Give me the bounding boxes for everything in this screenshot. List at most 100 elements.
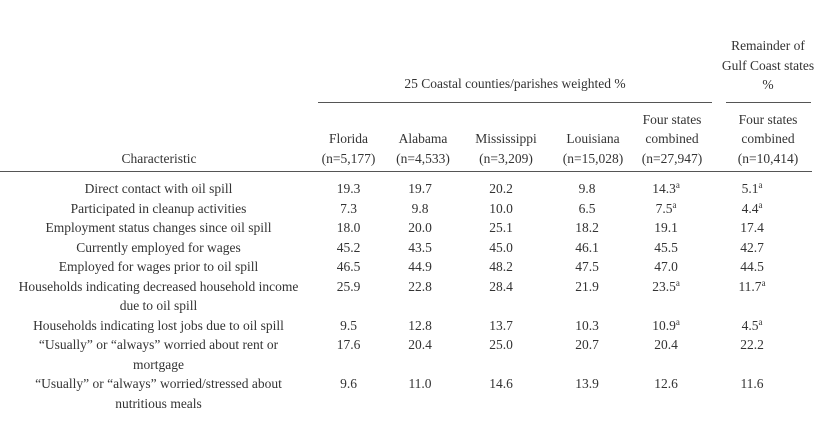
footnote-mark: a [672, 199, 677, 210]
cell-value: 44.5 [740, 259, 764, 274]
table-cell: 19.1 [630, 218, 702, 238]
table-cell: 13.7 [458, 316, 544, 336]
table-cell: 13.9 [544, 374, 630, 413]
characteristic: Employment status changes since oil spil… [45, 220, 272, 235]
footnote-mark: a [761, 277, 766, 288]
cell-value: 17.6 [336, 337, 361, 352]
column-header: Louisiana (n=15,028) [550, 108, 636, 168]
column-sample: (n=5,177) [321, 150, 376, 166]
cell-value: 13.7 [489, 317, 513, 333]
cell-value: 21.9 [575, 278, 599, 294]
characteristic: Currently employed for wages [76, 239, 241, 255]
characteristic: Participated in cleanup activities [70, 200, 247, 216]
cell-value: 23.5 [652, 278, 676, 294]
cell-value: 13.9 [575, 376, 599, 391]
column-name: Characteristic [121, 150, 197, 166]
column-header: Alabama (n=4,533) [385, 108, 461, 168]
cell-value: 20.0 [408, 220, 432, 235]
cell-value: 19.1 [654, 220, 678, 235]
cell-value: 47.0 [654, 259, 678, 274]
group-header: Remainder of Gulf Coast states % [721, 38, 815, 92]
table-cell: 47.5 [544, 257, 630, 277]
footnote-mark: a [758, 199, 763, 210]
table-cell: 43.5 [382, 238, 458, 258]
cell-value: 10.9 [652, 317, 676, 333]
table-cell: 18.2 [544, 218, 630, 238]
table-cell: 18.0 [315, 218, 382, 238]
column-header: Characteristic [13, 108, 305, 168]
cell-value: 4.4 [741, 200, 759, 216]
table-row: Participated in cleanup activities 7.3 9.8… [0, 199, 802, 219]
cell-value: 18.0 [336, 220, 361, 235]
column-name: Four states combined [642, 111, 702, 147]
table-cell: 23.5a [630, 277, 702, 316]
table-cell: 14.3a [630, 179, 702, 199]
cell-value: 11.6 [740, 376, 764, 391]
cell-value: 43.5 [408, 239, 432, 255]
table-cell: 10.0 [458, 199, 544, 219]
table-cell: 28.4 [458, 277, 544, 316]
cell-value: 4.5 [741, 317, 759, 333]
cell-value: 19.3 [336, 181, 361, 196]
table-cell: 25.0 [458, 335, 544, 374]
cell-value: 20.4 [654, 337, 678, 352]
table-cell: 6.5 [544, 199, 630, 219]
table-cell: 21.9 [544, 277, 630, 316]
footnote-mark: a [675, 316, 680, 327]
cell-value: 22.8 [408, 278, 432, 294]
cell-value: 9.5 [340, 317, 357, 333]
table-cell: 47.0 [630, 257, 702, 277]
table-cell: 19.7 [382, 179, 458, 199]
table-cell: 44.9 [382, 257, 458, 277]
table-cell: 7.3 [315, 199, 382, 219]
characteristic: Households indicating lost jobs due to o… [33, 317, 284, 333]
table-row: Employment status changes since oil spil… [0, 218, 802, 238]
column-header: Four states combined (n=27,947) [636, 108, 708, 168]
column-sample: (n=27,947) [641, 150, 703, 166]
cell-value: 25.9 [336, 278, 361, 294]
footnote-mark: a [675, 277, 680, 288]
column-sample: (n=3,209) [479, 150, 533, 166]
cell-value: 19.7 [408, 181, 432, 196]
cell-value: 10.3 [575, 317, 599, 333]
table-row: “Usually” or “always” worried/stressed a… [0, 374, 802, 413]
table-cell: 42.7 [702, 238, 802, 258]
footnote-mark: a [758, 180, 763, 190]
group-header: 25 Coastal counties/parishes weighted % [404, 76, 626, 91]
cell-value: 9.8 [578, 181, 596, 196]
cell-value: 5.1 [741, 181, 759, 196]
table-cell: 5.1a [702, 179, 802, 199]
table-cell: 22.8 [382, 277, 458, 316]
table-row: Direct contact with oil spill 19.3 19.7 20.… [0, 179, 802, 199]
cell-value: 28.4 [489, 278, 513, 294]
column-name: Louisiana [566, 131, 620, 146]
cell-value: 45.0 [489, 239, 513, 255]
cell-value: 11.0 [408, 376, 432, 391]
cell-value: 22.2 [740, 337, 764, 352]
cell-value: 48.2 [489, 259, 513, 274]
table-cell: 9.8 [382, 199, 458, 219]
characteristic: Employed for wages prior to oil spill [58, 259, 259, 274]
cell-value: 20.4 [408, 337, 432, 352]
table-cell: 22.2 [702, 335, 802, 374]
cell-value: 45.2 [336, 239, 361, 255]
table-cell: 11.6 [702, 374, 802, 413]
characteristic: “Usually” or “always” worried about rent… [38, 337, 279, 372]
cell-value: 9.8 [411, 200, 429, 216]
table-cell: 11.0 [382, 374, 458, 413]
table-cell: 20.0 [382, 218, 458, 238]
column-name: Mississippi [475, 131, 537, 146]
cell-value: 25.0 [489, 337, 513, 352]
cell-value: 46.1 [575, 239, 599, 255]
cell-value: 20.2 [489, 181, 513, 196]
column-sample: (n=4,533) [396, 150, 450, 166]
column-sample: (n=10,414) [737, 150, 799, 166]
table-cell: 20.4 [630, 335, 702, 374]
cell-value: 17.4 [740, 220, 764, 235]
table-row: Households indicating decreased househol… [0, 277, 802, 316]
table-cell: 9.6 [315, 374, 382, 413]
cell-value: 14.3 [652, 181, 676, 196]
rule [0, 171, 812, 172]
table-cell: 46.1 [544, 238, 630, 258]
